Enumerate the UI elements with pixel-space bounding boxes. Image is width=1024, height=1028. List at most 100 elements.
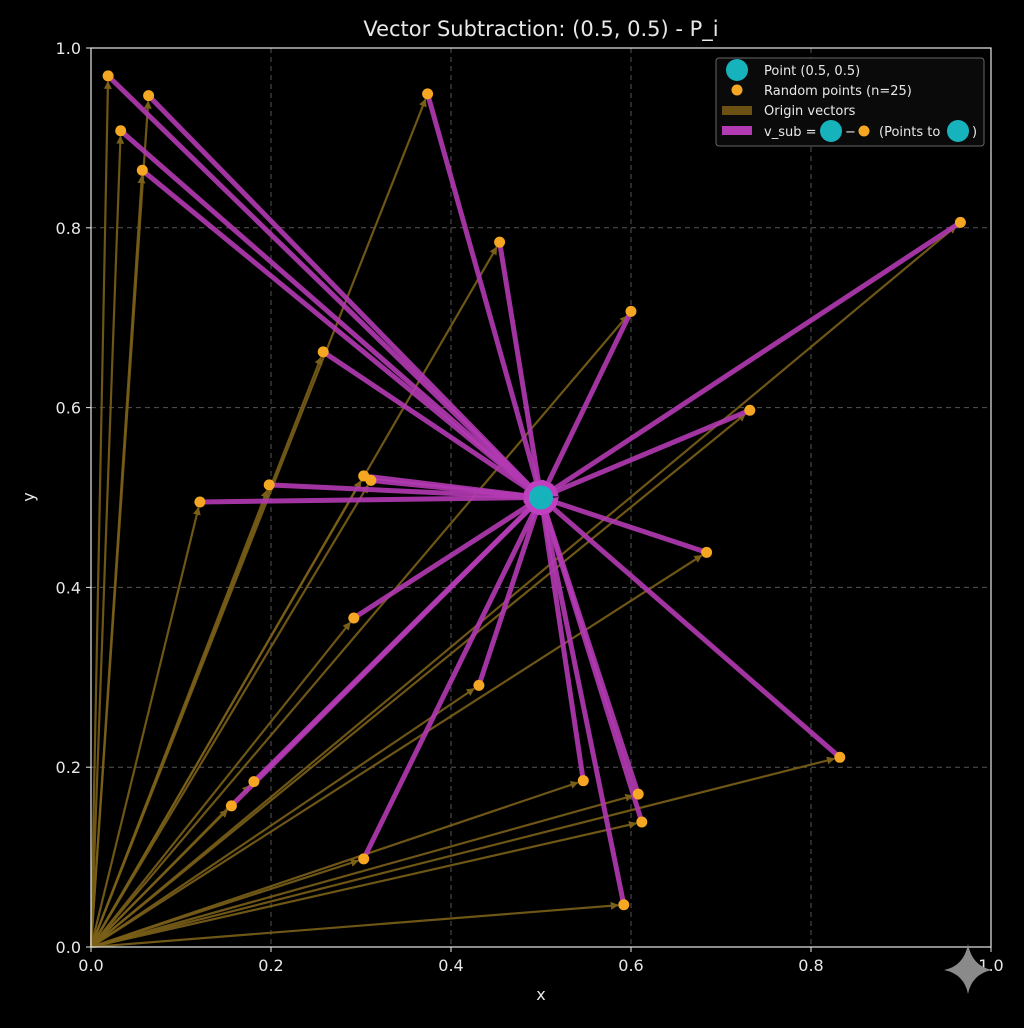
chart-title: Vector Subtraction: (0.5, 0.5) - P_i [363, 17, 718, 42]
x-tick-label: 0.6 [618, 956, 643, 975]
vsub-vector [543, 407, 751, 499]
random-point [317, 346, 329, 358]
y-axis-label: y [19, 492, 38, 501]
y-tick-label: 0.8 [56, 219, 81, 238]
origin-vector [90, 413, 746, 948]
legend-vsub-swatch [722, 126, 752, 135]
x-tick-label: 0.0 [78, 956, 103, 975]
random-point [954, 216, 966, 228]
random-point [136, 164, 148, 176]
sparkle-watermark-icon [944, 944, 992, 994]
vsub-vector [199, 491, 539, 505]
random-point [102, 70, 114, 82]
legend-vsub-minus: − [845, 125, 856, 140]
vsub-vector [539, 500, 645, 823]
random-point [473, 679, 485, 691]
legend-origin-label: Origin vectors [764, 104, 856, 119]
random-point [365, 474, 377, 486]
random-point [225, 800, 237, 812]
legend-vsub-point-icon [858, 125, 870, 137]
center-point [529, 485, 553, 510]
origin-vector [90, 756, 835, 949]
vsub-vector [497, 241, 545, 495]
origin-vector [90, 554, 703, 948]
vsub-vector [119, 128, 540, 497]
y-tick-label: 0.0 [56, 938, 81, 957]
plot-frame [90, 47, 992, 948]
origin-vector [89, 135, 125, 948]
origin-vector [90, 621, 351, 948]
vsub-vector [140, 168, 540, 497]
vsub-vector [361, 499, 542, 860]
legend-box [715, 57, 985, 147]
origin-vector [90, 901, 619, 949]
origin-vector [90, 225, 957, 948]
origin-vector [90, 480, 362, 948]
legend-center-marker [726, 59, 748, 81]
random-point [744, 404, 756, 416]
random-point [194, 496, 206, 508]
vsub-vector [321, 349, 540, 498]
origin-vector [90, 793, 634, 949]
random-point [422, 88, 434, 100]
origin-vector [89, 489, 269, 948]
legend-origin-swatch [722, 106, 752, 115]
vsub-vector [370, 477, 539, 502]
origin-vectors [89, 80, 957, 949]
vsub-vector [425, 93, 543, 495]
origin-vector [89, 80, 112, 948]
origin-vector [90, 687, 475, 948]
random-point [248, 776, 260, 788]
legend-vsub-points-to: (Points to [879, 125, 940, 140]
random-point [577, 775, 589, 787]
origin-vector [90, 859, 359, 949]
random-points [102, 70, 966, 911]
legend-vsub-close: ) [972, 125, 977, 140]
random-point [834, 751, 846, 763]
vsub-vectors [106, 74, 962, 906]
vsub-vector [543, 496, 708, 555]
origin-vector [90, 315, 628, 948]
random-point [636, 816, 648, 828]
origin-vector [90, 821, 637, 949]
y-tick-label: 0.6 [56, 399, 81, 418]
legend-random-label: Random points (n=25) [764, 84, 912, 99]
random-point [494, 236, 506, 248]
legend-vsub-prefix: v_sub = [764, 125, 816, 140]
random-point [618, 899, 630, 911]
legend-vsub-center-icon [820, 120, 842, 142]
random-point [263, 479, 275, 491]
x-tick-label: 0.4 [438, 956, 463, 975]
vsub-vector [352, 497, 539, 621]
origin-vector [90, 781, 579, 949]
random-point [632, 788, 644, 800]
y-tick-label: 1.0 [56, 39, 81, 58]
random-point [143, 90, 155, 102]
legend-vsub-target-icon [947, 120, 969, 142]
origin-vector [90, 809, 228, 948]
vsub-vector [542, 498, 842, 760]
x-tick-label: 0.2 [258, 956, 283, 975]
vsub-vector [229, 498, 540, 808]
origin-vector [89, 175, 146, 948]
random-point [625, 305, 637, 317]
legend-point-label: Point (0.5, 0.5) [764, 64, 860, 79]
x-tick-label: 0.8 [798, 956, 823, 975]
vsub-vector [542, 220, 962, 498]
vsub-vector [538, 500, 627, 906]
origin-vector [89, 506, 201, 948]
random-point [358, 853, 370, 865]
vsub-vector [106, 74, 540, 497]
y-tick-label: 0.4 [56, 578, 81, 597]
vsub-vector [476, 500, 543, 687]
random-point [348, 612, 360, 624]
random-point [701, 546, 713, 558]
vsub-vector [540, 310, 634, 495]
vsub-vector [269, 482, 539, 503]
axis-ticks: 0.0 0.2 0.4 0.6 0.8 1.00.00.20.40.60.81.0 [56, 39, 1004, 975]
y-tick-label: 0.2 [56, 758, 81, 777]
legend-random-marker [731, 84, 743, 96]
random-point [115, 125, 127, 137]
vsub-vector [146, 93, 540, 497]
